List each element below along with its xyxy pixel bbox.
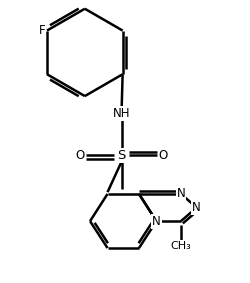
Text: NH: NH: [113, 107, 130, 120]
Text: F: F: [39, 24, 45, 37]
Text: CH₃: CH₃: [170, 241, 191, 251]
Text: O: O: [75, 149, 84, 162]
Text: N: N: [152, 215, 161, 228]
Text: S: S: [117, 149, 126, 162]
Text: N: N: [192, 201, 201, 214]
Text: O: O: [159, 149, 168, 162]
Text: N: N: [176, 187, 185, 200]
